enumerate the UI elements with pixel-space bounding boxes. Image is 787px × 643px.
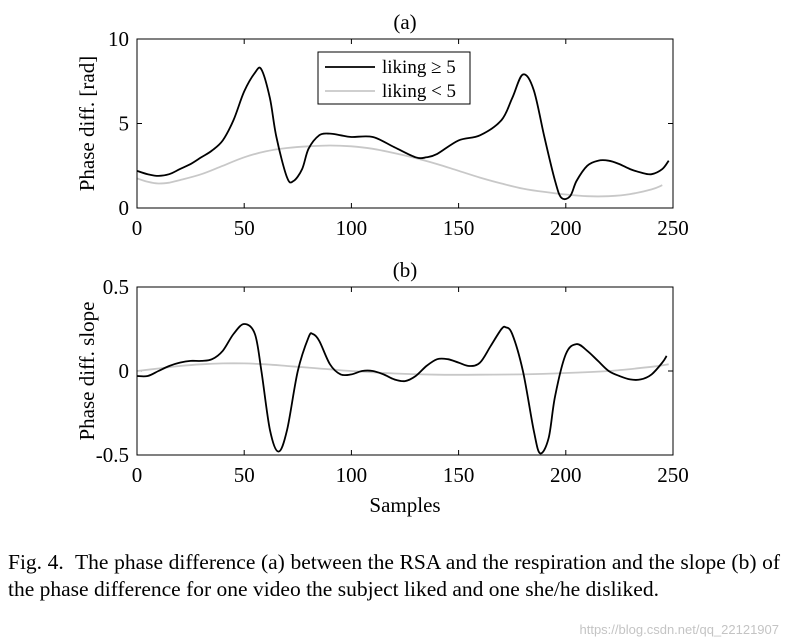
y-tick-label: 0 <box>119 359 130 383</box>
panel-a-series <box>136 66 670 201</box>
x-tick-label: 0 <box>132 216 143 240</box>
caption-label: Fig. 4. <box>8 550 64 574</box>
panel-b-title: (b) <box>393 258 418 282</box>
figure-caption: Fig. 4. The phase difference (a) between… <box>8 549 780 603</box>
x-tick-label: 100 <box>336 216 368 240</box>
panel-a-title: (a) <box>393 10 416 34</box>
panel-b-x-axis-label: Samples <box>369 493 440 517</box>
legend-label-liking-low: liking < 5 <box>382 81 456 102</box>
panel-b-plot-frame <box>136 286 674 456</box>
x-tick-label: 100 <box>336 463 368 487</box>
y-tick-label: -0.5 <box>96 443 129 467</box>
panel-b-x-ticks: 0 50 100 150 200 250 <box>132 287 689 487</box>
panel-b-y-ticks: -0.5 0 0.5 <box>96 275 673 467</box>
x-tick-label: 250 <box>657 216 689 240</box>
watermark: https://blog.csdn.net/qq_22121907 <box>579 622 780 637</box>
x-tick-label: 0 <box>132 463 143 487</box>
panel-b: (b) Phase diff. slope Samples 0 50 100 150 2… <box>75 258 689 517</box>
panel-b-series <box>136 323 669 455</box>
series-line-liking-high <box>136 66 670 201</box>
series-line-liking-low <box>136 144 663 198</box>
y-tick-label: 0.5 <box>103 275 129 299</box>
legend: liking ≥ 5 liking < 5 <box>317 51 471 105</box>
y-tick-label: 10 <box>108 27 129 51</box>
series-line-liking-low <box>136 362 669 376</box>
x-tick-label: 250 <box>657 463 689 487</box>
legend-label-liking-high: liking ≥ 5 <box>382 57 456 78</box>
x-tick-label: 150 <box>443 463 475 487</box>
legend-box <box>317 51 471 105</box>
panel-a: (a) Phase diff. [rad] 0 50 100 150 200 250 0 5… <box>75 10 689 240</box>
panel-b-y-axis-label: Phase diff. slope <box>75 301 99 440</box>
panel-a-y-axis-label: Phase diff. [rad] <box>75 56 99 192</box>
figure: (a) Phase diff. [rad] 0 50 100 150 200 250 05… <box>75 10 689 517</box>
x-tick-label: 150 <box>443 216 475 240</box>
panel-a-plot-frame <box>136 38 674 209</box>
y-tick-label: 5 <box>119 112 130 136</box>
series-line-liking-high <box>136 323 668 455</box>
x-tick-label: 50 <box>234 216 255 240</box>
x-tick-label: 200 <box>550 463 582 487</box>
y-tick-label: 0 <box>119 196 130 220</box>
x-tick-label: 50 <box>234 463 255 487</box>
caption-text: The phase difference (a) between the RSA… <box>8 550 780 601</box>
x-tick-label: 200 <box>550 216 582 240</box>
